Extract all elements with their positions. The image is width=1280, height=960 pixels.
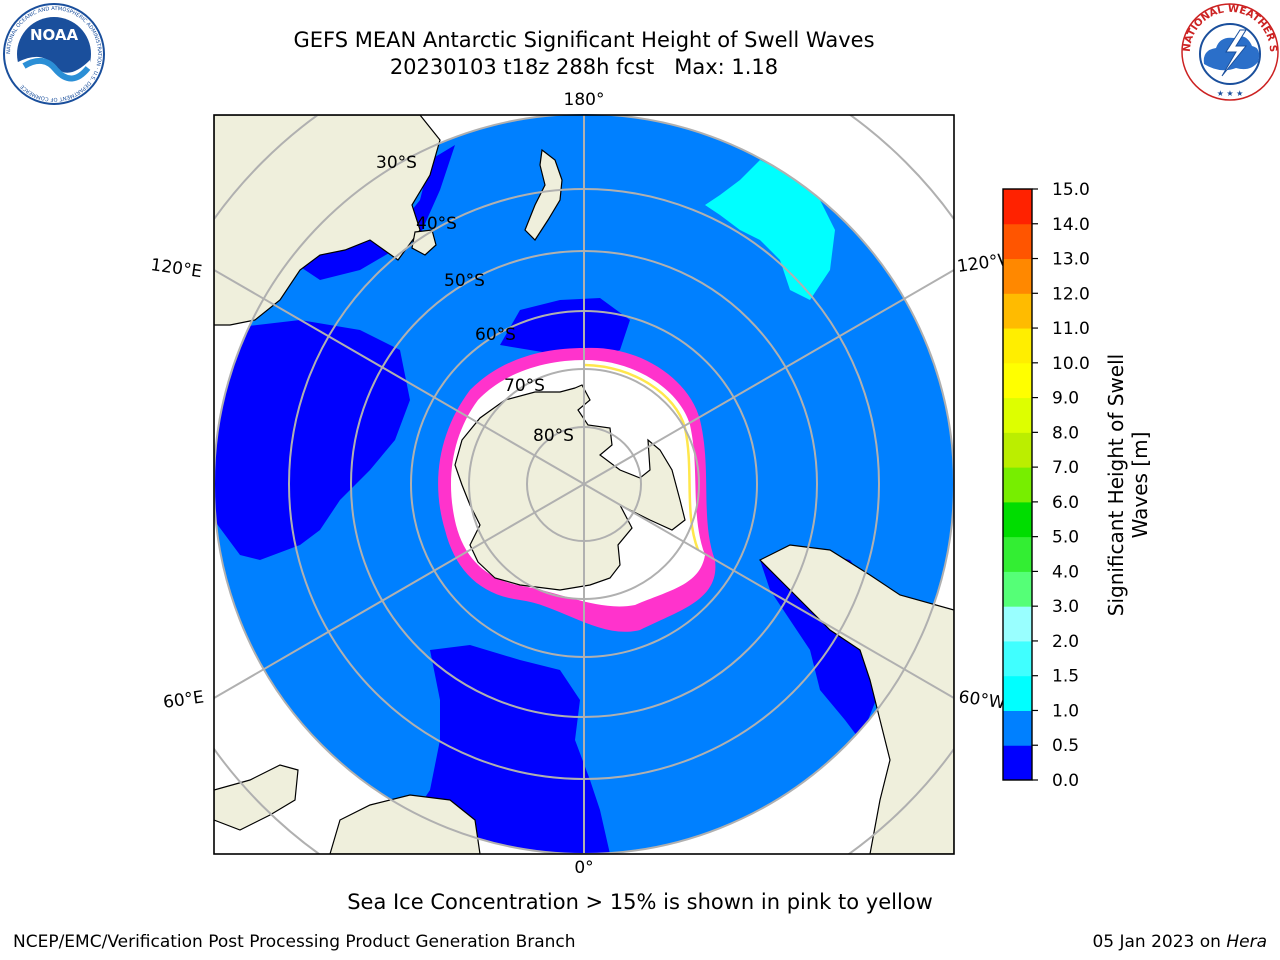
footer-credit: NCEP/EMC/Verification Post Processing Pr… xyxy=(13,932,576,952)
lat-label-40s: 40°S xyxy=(416,214,457,234)
colorbar-label: Significant Height of Swell Waves [m] xyxy=(1104,353,1152,617)
colorbar-tick-label: 10.0 xyxy=(1052,354,1090,374)
colorbar-segment xyxy=(1003,640,1032,677)
colorbar-segment xyxy=(1003,293,1032,329)
noaa-logo: NOAA NATIONAL OCEANIC AND ATMOSPHERIC AD… xyxy=(3,3,105,105)
antarctica xyxy=(454,384,686,591)
colorbar-tick-label: 4.0 xyxy=(1052,562,1079,582)
lat-label-80s: 80°S xyxy=(533,426,574,446)
lon-label-0: 0° xyxy=(574,858,593,878)
lat-label-50s: 50°S xyxy=(444,271,485,291)
colorbar: 0.0 0.5 1.0 1.5 2.0 3.0 4.0 5.0 6.0 7.0 8.0 9.0 10.0… xyxy=(1002,180,1090,791)
colorbar-segment xyxy=(1003,328,1032,364)
colorbar-tick-label: 9.0 xyxy=(1052,389,1079,409)
colorbar-segment xyxy=(1003,432,1032,468)
swell-1m-areas xyxy=(705,160,835,300)
colorbar-segment xyxy=(1003,258,1032,294)
svg-text:NOAA: NOAA xyxy=(30,26,79,44)
colorbar-segment xyxy=(1003,675,1032,711)
colorbar-tick-label: 1.0 xyxy=(1052,701,1079,721)
colorbar-tick-label: 2.0 xyxy=(1052,632,1079,652)
colorbar-tick-label: 11.0 xyxy=(1052,319,1090,339)
colorbar-tick-label: 3.0 xyxy=(1052,597,1079,617)
colorbar-segment xyxy=(1003,745,1032,781)
colorbar-tick-label: 8.0 xyxy=(1052,423,1079,443)
lon-label-60e: 60°E xyxy=(162,687,205,712)
nws-logo: NATIONAL WEATHER SERVICE ★ ★ ★ xyxy=(1180,2,1279,101)
colorbar-segment xyxy=(1003,536,1032,572)
colorbar-tick-label: 7.0 xyxy=(1052,458,1079,478)
colorbar-tick-label: 15.0 xyxy=(1052,180,1090,200)
colorbar-tick-label: 13.0 xyxy=(1052,250,1090,270)
colorbar-segment xyxy=(1003,710,1032,746)
colorbar-segment xyxy=(1003,397,1032,433)
colorbar-segment xyxy=(1003,223,1032,260)
lat-label-70s: 70°S xyxy=(504,376,545,396)
colorbar-segment xyxy=(1003,189,1032,225)
colorbar-segment xyxy=(1003,467,1032,503)
svg-text:★ ★ ★: ★ ★ ★ xyxy=(1217,89,1244,98)
colorbar-segment xyxy=(1003,501,1032,538)
colorbar-segment xyxy=(1003,606,1032,642)
colorbar-segment xyxy=(1003,362,1032,399)
colorbar-tick-label: 0.5 xyxy=(1052,736,1079,756)
colorbar-tick-label: 12.0 xyxy=(1052,284,1090,304)
chart-title: GEFS MEAN Antarctic Significant Height o… xyxy=(293,28,875,52)
map-frame xyxy=(213,114,955,855)
colorbar-tick-label: 1.5 xyxy=(1052,667,1079,687)
graticule xyxy=(214,115,954,854)
chart-subtitle: 20230103 t18z 288h fcst Max: 1.18 xyxy=(389,55,779,79)
sea-ice-note: Sea Ice Concentration > 15% is shown in … xyxy=(347,890,933,914)
lon-label-60w: 60°W xyxy=(957,687,1006,713)
lat-label-60s: 60°S xyxy=(475,325,516,345)
colorbar-tick-label: 5.0 xyxy=(1052,528,1079,548)
footer-date: 05 Jan 2023 on Hera xyxy=(1092,932,1267,952)
colorbar-frame xyxy=(1002,188,1033,781)
lat-label-30s: 30°S xyxy=(376,153,417,173)
colorbar-tick-label: 0.0 xyxy=(1052,771,1079,791)
colorbar-tick-label: 6.0 xyxy=(1052,493,1079,513)
colorbar-tick-label: 14.0 xyxy=(1052,215,1090,235)
lon-label-180: 180° xyxy=(564,90,605,110)
colorbar-segment xyxy=(1003,571,1032,607)
lon-label-120e: 120°E xyxy=(149,255,203,282)
